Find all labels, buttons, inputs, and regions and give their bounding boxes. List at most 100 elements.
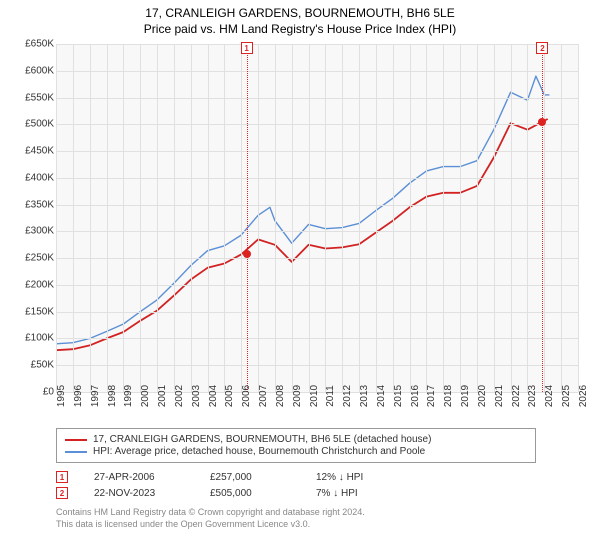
chart-title: 17, CRANLEIGH GARDENS, BOURNEMOUTH, BH6 … [14, 6, 586, 20]
gridline-v [561, 44, 562, 392]
x-axis-tick: 1997 [90, 385, 101, 407]
dp-price: £505,000 [210, 488, 290, 499]
x-axis-tick: 2021 [494, 385, 505, 407]
legend-label: HPI: Average price, detached house, Bour… [93, 446, 425, 457]
gridline-v [309, 44, 310, 392]
x-axis-tick: 2002 [174, 385, 185, 407]
y-axis-tick: £350K [14, 199, 54, 210]
x-axis-tick: 2007 [258, 385, 269, 407]
x-axis-tick: 2023 [527, 385, 538, 407]
y-axis-tick: £400K [14, 172, 54, 183]
y-axis-tick: £550K [14, 92, 54, 103]
gridline-v [511, 44, 512, 392]
gridline-h [56, 312, 578, 313]
data-point-row: 2 22-NOV-2023 £505,000 7% ↓ HPI [56, 487, 586, 499]
gridline-v [578, 44, 579, 392]
gridline-h [56, 258, 578, 259]
x-axis-tick: 2013 [359, 385, 370, 407]
x-axis-tick: 2001 [157, 385, 168, 407]
gridline-h [56, 285, 578, 286]
data-point-rows: 127-APR-2006£257,00012% ↓ HPI222-NOV-202… [56, 471, 586, 499]
x-axis-tick: 1999 [123, 385, 134, 407]
gridline-h [56, 178, 578, 179]
gridline-v [393, 44, 394, 392]
y-axis-tick: £450K [14, 146, 54, 157]
gridline-v [359, 44, 360, 392]
price-point-dot [538, 118, 546, 126]
gridline-v [174, 44, 175, 392]
y-axis-tick: £100K [14, 333, 54, 344]
gridline-h [56, 151, 578, 152]
gridline-v [258, 44, 259, 392]
x-axis-tick: 2003 [191, 385, 202, 407]
gridline-v [527, 44, 528, 392]
gridline-h [56, 124, 578, 125]
gridline-h [56, 365, 578, 366]
x-axis-tick: 2012 [342, 385, 353, 407]
x-axis-tick: 2011 [325, 385, 336, 407]
gridline-v [477, 44, 478, 392]
gridline-v [140, 44, 141, 392]
price-point-dot [243, 250, 251, 258]
x-axis-tick: 2015 [393, 385, 404, 407]
gridline-v [325, 44, 326, 392]
line-canvas [56, 44, 578, 392]
y-axis-tick: £0 [14, 387, 54, 398]
legend-item: 17, CRANLEIGH GARDENS, BOURNEMOUTH, BH6 … [65, 434, 527, 445]
gridline-v [56, 44, 57, 392]
footer-attribution: Contains HM Land Registry data © Crown c… [56, 507, 586, 530]
x-axis-tick: 1995 [56, 385, 67, 407]
y-axis-tick: £650K [14, 39, 54, 50]
gridline-v [224, 44, 225, 392]
data-point-row: 127-APR-2006£257,00012% ↓ HPI [56, 471, 586, 483]
y-axis-tick: £200K [14, 279, 54, 290]
x-axis-tick: 2024 [544, 385, 555, 407]
y-axis-tick: £150K [14, 306, 54, 317]
dp-pct: 12% ↓ HPI [316, 472, 363, 483]
legend-swatch [65, 451, 87, 453]
x-axis-tick: 2010 [309, 385, 320, 407]
x-axis-tick: 2004 [208, 385, 219, 407]
y-axis-tick: £50K [14, 360, 54, 371]
gridline-v [241, 44, 242, 392]
x-axis-tick: 2018 [443, 385, 454, 407]
gridline-v [90, 44, 91, 392]
gridline-v [376, 44, 377, 392]
x-axis-tick: 2006 [241, 385, 252, 407]
gridline-v [73, 44, 74, 392]
gridline-v [157, 44, 158, 392]
gridline-v [544, 44, 545, 392]
marker-ref-box: 2 [56, 487, 68, 499]
marker-label-box: 1 [241, 42, 253, 54]
chart-subtitle: Price paid vs. HM Land Registry's House … [14, 22, 586, 36]
dp-pct: 7% ↓ HPI [316, 488, 358, 499]
x-axis-tick: 2016 [410, 385, 421, 407]
y-axis-tick: £300K [14, 226, 54, 237]
gridline-v [342, 44, 343, 392]
gridline-v [426, 44, 427, 392]
marker-label-box: 2 [536, 42, 548, 54]
x-axis-tick: 2020 [477, 385, 488, 407]
gridline-h [56, 231, 578, 232]
y-axis-tick: £250K [14, 253, 54, 264]
y-axis-tick: £600K [14, 65, 54, 76]
dp-date: 22-NOV-2023 [94, 488, 184, 499]
x-axis-tick: 2009 [292, 385, 303, 407]
marker-ref-box: 1 [56, 471, 68, 483]
legend-swatch [65, 439, 87, 441]
x-axis-tick: 2008 [275, 385, 286, 407]
plot-region: 12 [56, 44, 578, 392]
gridline-v [123, 44, 124, 392]
gridline-v [191, 44, 192, 392]
legend-label: 17, CRANLEIGH GARDENS, BOURNEMOUTH, BH6 … [93, 434, 431, 445]
marker-line [247, 44, 248, 392]
x-axis-tick: 1998 [107, 385, 118, 407]
gridline-h [56, 205, 578, 206]
x-axis-tick: 2014 [376, 385, 387, 407]
dp-price: £257,000 [210, 472, 290, 483]
gridline-v [494, 44, 495, 392]
y-axis-tick: £500K [14, 119, 54, 130]
series-line-hpi [56, 76, 549, 344]
gridline-v [460, 44, 461, 392]
gridline-v [107, 44, 108, 392]
